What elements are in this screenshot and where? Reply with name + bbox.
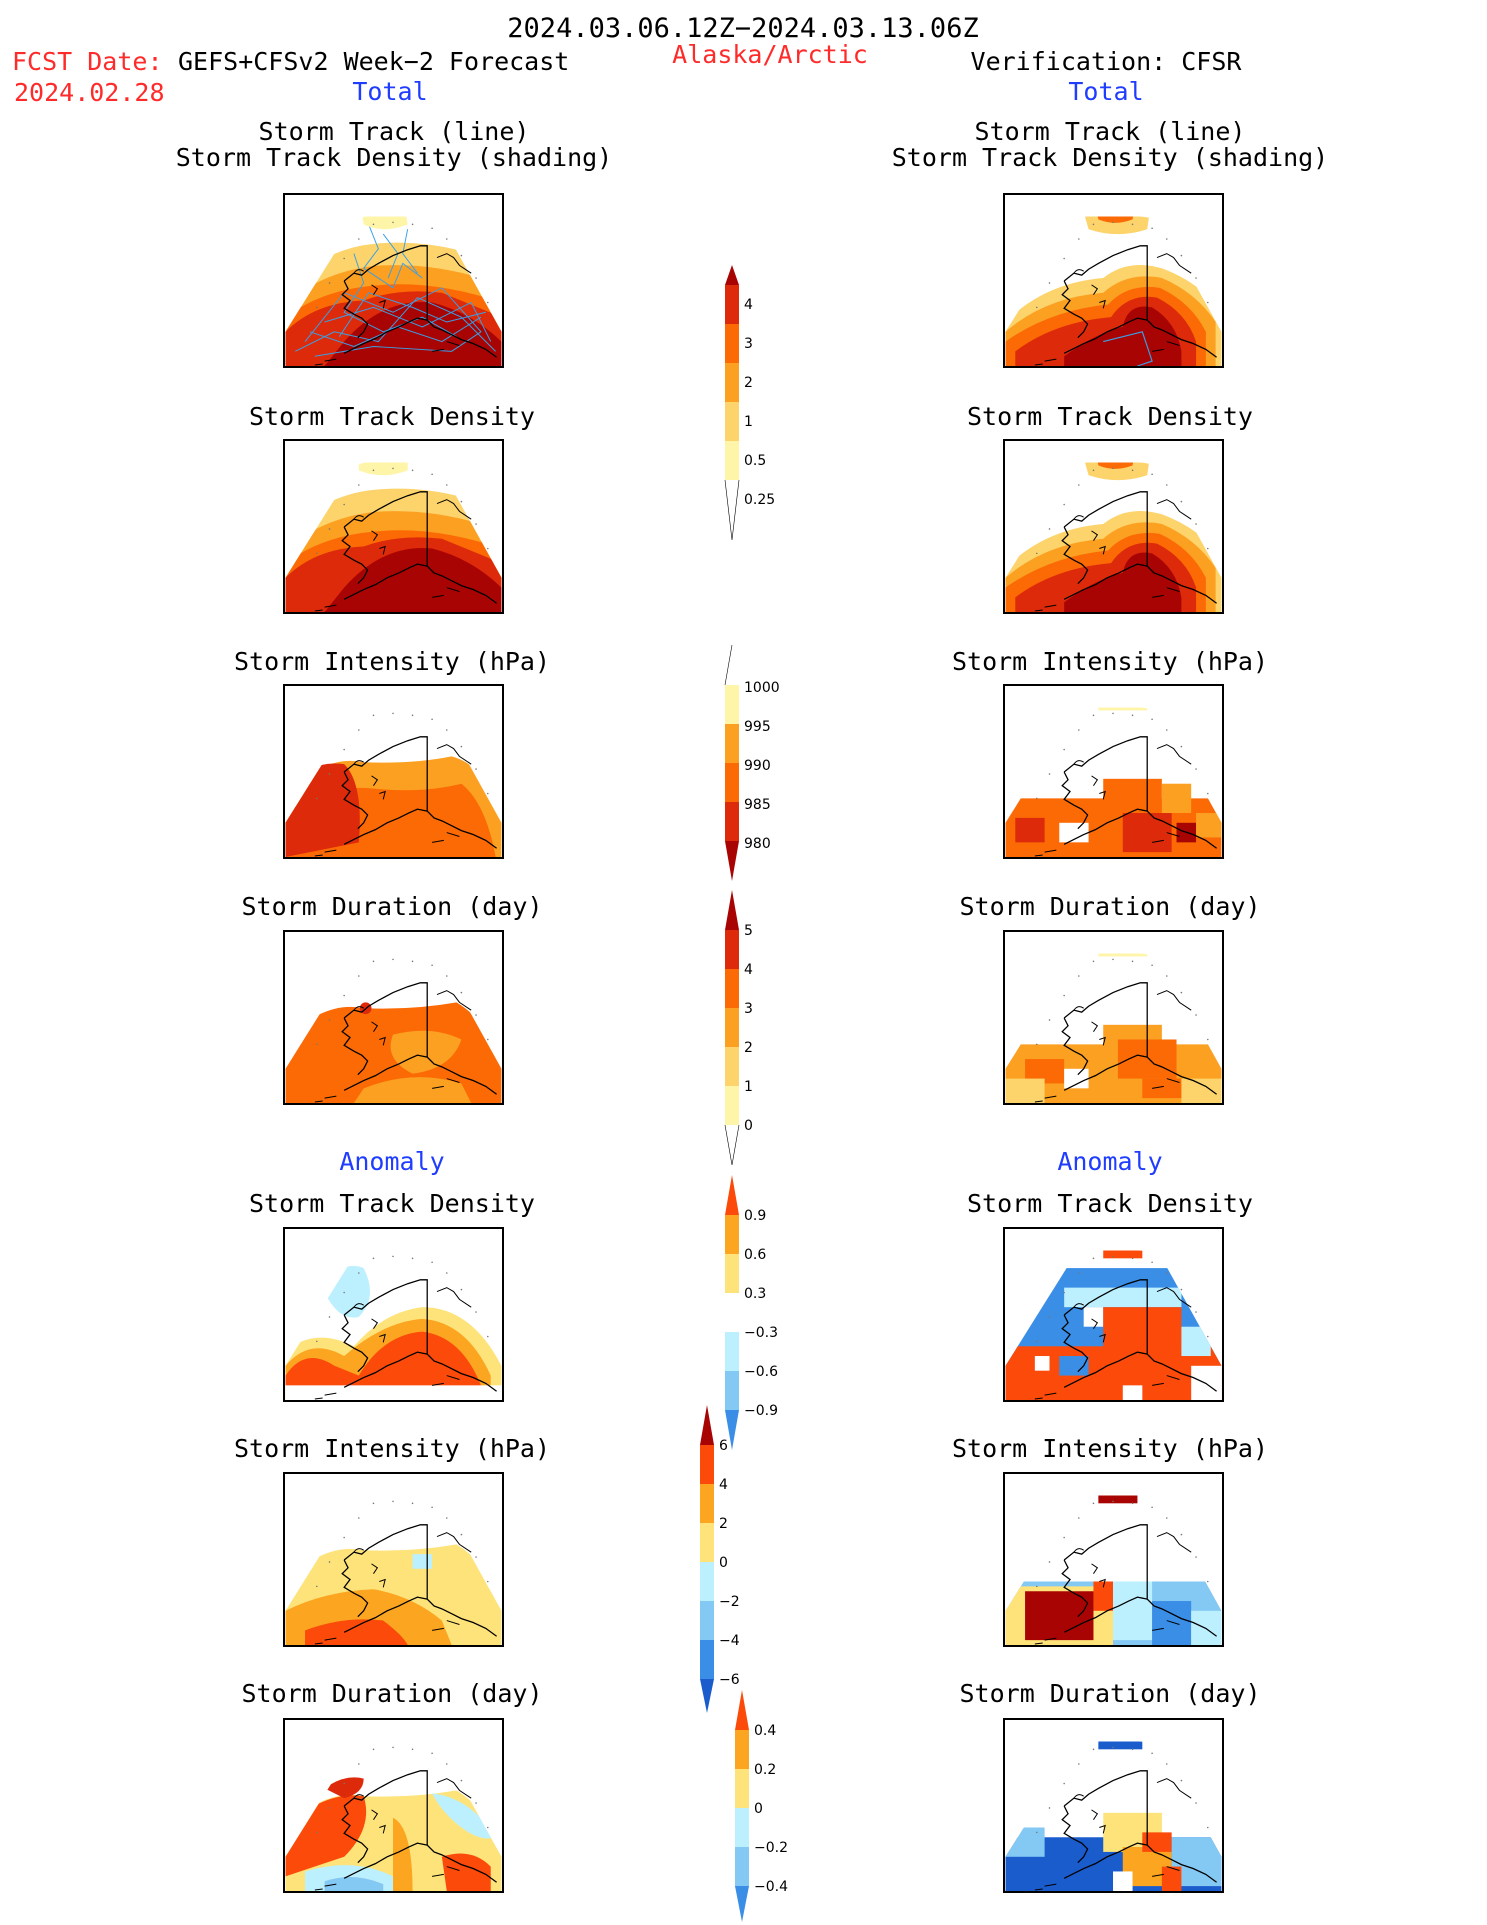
- cbar-tick: 980: [744, 836, 771, 852]
- colorbar-intensity-total: 1000 995 990 985 980: [720, 644, 790, 885]
- verification-label: Verification: CFSR: [970, 47, 1242, 76]
- colorbar-track-density-anomaly: 0.9 0.6 0.3 −0.3 −0.6 −0.9: [720, 1175, 790, 1455]
- cbar-tick: 3: [744, 336, 753, 352]
- section-anomaly-left: Anomaly: [339, 1147, 445, 1176]
- cbar-tick: 1: [744, 1079, 753, 1095]
- cbar-tick: −6: [719, 1672, 740, 1688]
- section-total-right: Total: [1068, 77, 1144, 106]
- cbar-tick: 6: [719, 1438, 728, 1454]
- colorbar-duration-anomaly: 0.4 0.2 0 −0.2 −0.4: [730, 1690, 800, 1925]
- map-intensity-verification-svg: [1005, 707, 1222, 857]
- cbar-tick: 3: [744, 1001, 753, 1017]
- map-anom-intensity-forecast: [283, 1472, 504, 1647]
- cbar-tick: 0: [719, 1555, 728, 1571]
- map-duration-verification-svg: [1005, 953, 1222, 1103]
- region-label: Alaska/Arctic: [672, 40, 868, 69]
- cbar-tick: 985: [744, 797, 771, 813]
- title-track-shading: Storm Track Density (shading): [175, 143, 613, 173]
- cbar-tick: 0.4: [754, 1723, 776, 1739]
- title-anom-duration-left: Storm Duration (day): [241, 1679, 543, 1708]
- map-anom-density-verification-svg: [1005, 1250, 1222, 1400]
- cbar-tick: 2: [744, 375, 753, 391]
- title-track-shading: Storm Track Density (shading): [891, 143, 1329, 173]
- map-track-forecast-svg: [285, 216, 502, 366]
- map-anom-density-verification: [1003, 1227, 1224, 1402]
- title-density-right: Storm Track Density: [967, 402, 1253, 431]
- map-density-verification: [1003, 439, 1224, 614]
- map-track-verification-svg: [1005, 216, 1222, 366]
- cbar-tick: 4: [744, 962, 753, 978]
- map-anom-density-forecast-svg: [285, 1250, 502, 1400]
- map-density-forecast: [283, 439, 504, 614]
- colorbar-track-density-total: 4 3 2 1 0.5 0.25: [720, 265, 790, 545]
- map-duration-forecast: [283, 930, 504, 1105]
- cbar-tick: 1000: [744, 680, 780, 696]
- cbar-tick: −0.4: [754, 1879, 788, 1895]
- cbar-tick: −0.3: [744, 1325, 778, 1341]
- map-anom-intensity-verification: [1003, 1472, 1224, 1647]
- map-density-forecast-svg: [285, 462, 502, 612]
- cbar-tick: 0.25: [744, 492, 775, 508]
- fcst-model: GEFS+CFSv2 Week−2 Forecast: [178, 47, 570, 76]
- title-intensity-left: Storm Intensity (hPa): [233, 647, 551, 676]
- colorbar-duration-total: 5 4 3 2 1 0: [720, 890, 790, 1170]
- cbar-tick: 0.2: [754, 1762, 776, 1778]
- map-anom-duration-verification-svg: [1005, 1741, 1222, 1891]
- fcst-date: 2024.02.28: [14, 78, 165, 107]
- title-track-right: Storm Track (line) Storm Track Density (…: [891, 117, 1329, 173]
- cbar-tick: 0.3: [744, 1286, 766, 1302]
- forecast-period: 2024.03.06.12Z−2024.03.13.06Z: [507, 13, 979, 44]
- map-track-verification: [1003, 193, 1224, 368]
- map-intensity-forecast-svg: [285, 707, 502, 857]
- cbar-tick: 995: [744, 719, 771, 735]
- title-density-left: Storm Track Density: [249, 402, 535, 431]
- title-anom-density-right: Storm Track Density: [967, 1189, 1253, 1218]
- map-anom-duration-verification: [1003, 1718, 1224, 1893]
- title-anom-intensity-left: Storm Intensity (hPa): [233, 1434, 551, 1463]
- cbar-tick: 990: [744, 758, 771, 774]
- cbar-tick: −4: [719, 1633, 740, 1649]
- map-anom-density-forecast: [283, 1227, 504, 1402]
- map-duration-forecast-svg: [285, 953, 502, 1103]
- section-total-left: Total: [352, 77, 428, 106]
- map-anom-intensity-verification-svg: [1005, 1495, 1222, 1645]
- cbar-tick: 0.5: [744, 453, 766, 469]
- map-track-forecast: [283, 193, 504, 368]
- map-intensity-verification: [1003, 684, 1224, 859]
- cbar-tick: −2: [719, 1594, 740, 1610]
- map-density-verification-svg: [1005, 462, 1222, 612]
- title-track-left: Storm Track (line) Storm Track Density (…: [175, 117, 613, 173]
- cbar-tick: −0.6: [744, 1364, 778, 1380]
- cbar-tick: 0.6: [744, 1247, 766, 1263]
- cbar-tick: 1: [744, 414, 753, 430]
- cbar-tick: 4: [744, 297, 753, 313]
- title-anom-density-left: Storm Track Density: [249, 1189, 535, 1218]
- map-intensity-forecast: [283, 684, 504, 859]
- title-track-line: Storm Track (line): [258, 117, 530, 146]
- cbar-tick: 0.9: [744, 1208, 766, 1224]
- title-anom-duration-right: Storm Duration (day): [959, 1679, 1261, 1708]
- cbar-tick: 2: [744, 1040, 753, 1056]
- cbar-tick: −0.9: [744, 1403, 778, 1419]
- cbar-tick: 5: [744, 923, 753, 939]
- map-duration-verification: [1003, 930, 1224, 1105]
- cbar-tick: 0: [744, 1118, 753, 1134]
- cbar-tick: −0.2: [754, 1840, 788, 1856]
- colorbar-intensity-anomaly: 6 4 2 0 −2 −4 −6: [695, 1405, 765, 1715]
- fcst-date-label: FCST Date:: [12, 47, 163, 76]
- title-duration-right: Storm Duration (day): [959, 892, 1261, 921]
- map-anom-duration-forecast-svg: [285, 1741, 502, 1891]
- title-anom-intensity-right: Storm Intensity (hPa): [951, 1434, 1269, 1463]
- map-anom-intensity-forecast-svg: [285, 1495, 502, 1645]
- title-track-line: Storm Track (line): [974, 117, 1246, 146]
- cbar-tick: 0: [754, 1801, 763, 1817]
- map-anom-duration-forecast: [283, 1718, 504, 1893]
- cbar-tick: 4: [719, 1477, 728, 1493]
- section-anomaly-right: Anomaly: [1057, 1147, 1163, 1176]
- title-duration-left: Storm Duration (day): [241, 892, 543, 921]
- cbar-tick: 2: [719, 1516, 728, 1532]
- title-intensity-right: Storm Intensity (hPa): [951, 647, 1269, 676]
